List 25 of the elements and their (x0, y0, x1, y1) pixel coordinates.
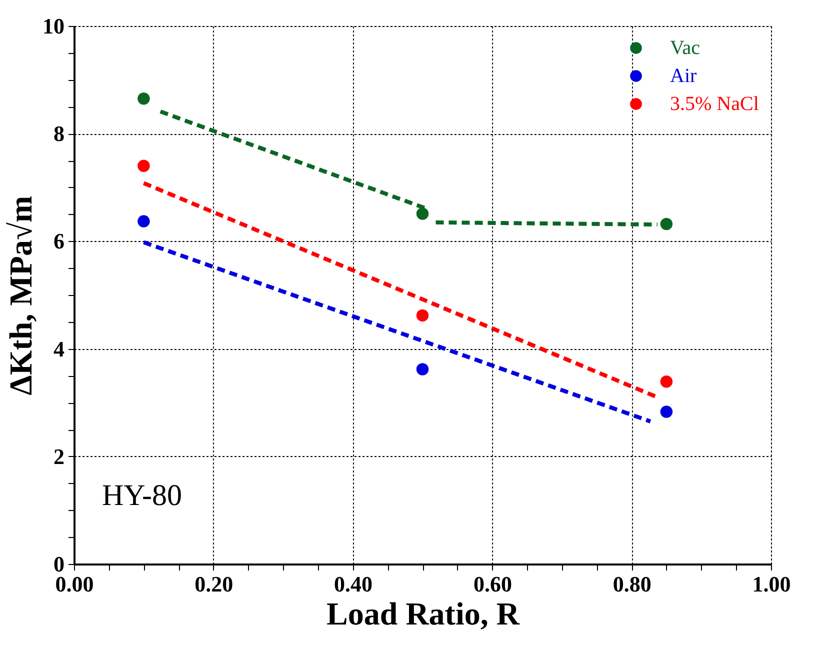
y-tick-label: 10 (42, 14, 64, 38)
y-tick-label: 2 (54, 444, 64, 469)
point (138, 215, 150, 228)
point (416, 208, 429, 220)
legend-label: 3.5% NaCl (670, 93, 760, 115)
x-tick-label: 0.60 (473, 572, 512, 596)
x-tick-label: 0.80 (612, 572, 652, 596)
point (660, 376, 673, 388)
annotation: HY-80 (102, 479, 182, 512)
x-tick-label: 0.40 (334, 572, 373, 596)
point (416, 309, 429, 322)
y-axis-title: ΔKth, MPa√m (2, 195, 38, 396)
x-tick-label: 0.20 (194, 572, 234, 596)
point (660, 406, 673, 418)
y-tick-label: 6 (54, 228, 64, 254)
point (138, 92, 150, 105)
point (660, 218, 673, 230)
legend-label: Vac (670, 37, 700, 59)
y-tick-label: 4 (54, 336, 64, 362)
y-tick-label: 8 (54, 121, 64, 146)
point (138, 160, 150, 172)
point (416, 363, 429, 376)
legend-label: Air (670, 65, 697, 87)
x-tick-label: 1.00 (752, 572, 791, 596)
x-axis-title: Load Ratio, R (326, 596, 520, 632)
